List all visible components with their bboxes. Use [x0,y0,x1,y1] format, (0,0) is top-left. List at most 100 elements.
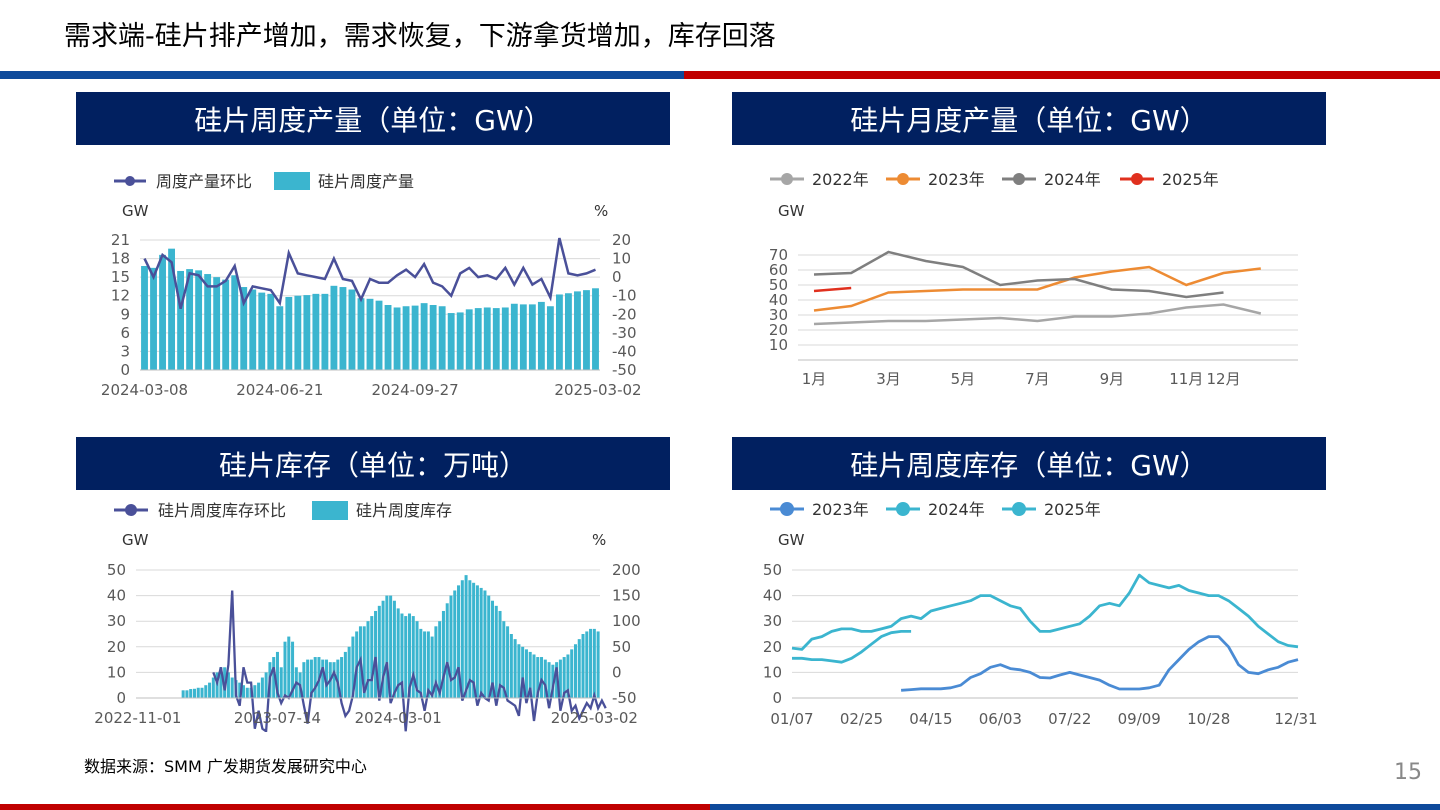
bar [465,309,473,370]
y-tick-label: 0 [120,361,130,379]
page-number: 15 [1394,760,1422,785]
bar [460,580,464,698]
y-tick-label: 10 [769,336,788,354]
y-tick-label: 0 [116,689,126,707]
series-line [813,303,1262,326]
legend-label-2023: 2023年 [812,500,869,519]
bar [339,287,347,370]
top-band-red [684,71,1440,79]
legend-label-2024: 2024年 [1044,170,1101,189]
bar [336,659,340,698]
bar [426,631,430,698]
legend-label-2025: 2025年 [1162,170,1219,189]
y-tick-label: 10 [763,663,782,681]
bar [510,303,518,370]
x-tick-label: 7月 [1025,370,1050,388]
y2-tick-label: 0 [612,663,622,681]
bar [355,631,359,698]
bar [577,639,581,698]
bar [347,646,351,698]
legend-label-2025: 2025年 [1044,500,1101,519]
bar [472,582,476,698]
y-tick-label: 10 [107,663,126,681]
bar [528,304,536,370]
bar [150,267,157,370]
bar [562,657,566,698]
x-tick-label: 3月 [876,370,901,388]
bar [260,677,264,698]
bar [546,306,554,370]
legend-label-bar: 硅片周度产量 [318,172,414,191]
bar [340,657,344,698]
bar [249,289,257,370]
y-tick-label: 50 [107,561,126,579]
bar [566,654,570,698]
y-tick-label: 20 [769,321,788,339]
legend-bar-swatch [274,172,310,190]
x-tick-label: 01/07 [770,710,813,728]
bar [411,616,415,698]
right-axis-unit: % [594,202,608,220]
legend-marker-2024 [896,502,910,516]
y-tick-label: 40 [763,587,782,605]
bar [159,254,166,370]
legend-bar-swatch [312,501,348,520]
y-tick-label: 0 [772,689,782,707]
y2-tick-label: -30 [612,324,637,342]
y-tick-label: 40 [107,587,126,605]
bar [185,690,189,698]
bar [490,600,494,698]
legend-marker-2025 [1131,173,1143,185]
bar [457,585,461,698]
bar [309,659,313,698]
bar [343,651,347,698]
bar [475,585,479,698]
legend-marker-2022 [781,173,793,185]
bar [449,595,453,698]
bar [415,621,419,698]
x-tick-label: 5月 [951,370,976,388]
bar [438,306,446,370]
x-tick-label: 2025-03-02 [551,709,638,727]
bar [257,682,261,698]
y-tick-label: 60 [769,261,788,279]
bar [226,672,230,698]
legend-label-line: 硅片周度库存环比 [158,501,286,520]
bar [543,659,547,698]
bar [540,657,544,698]
y2-tick-label: -50 [612,689,637,707]
y-tick-label: 6 [120,324,130,342]
bar [429,305,437,370]
bar [374,610,378,698]
bar [555,294,563,370]
right-axis-unit: % [592,531,606,549]
y-tick-label: 40 [769,291,788,309]
bar [192,688,196,698]
x-tick-label: 1月 [802,370,827,388]
panel-title-weekly-inventory: 硅片周度库存（单位：GW） [732,437,1326,490]
bar [258,292,266,370]
legend-marker-2025 [1012,502,1026,516]
bar [294,295,302,370]
bar [501,307,509,370]
bar [396,608,400,698]
y-tick-label: 3 [120,342,130,360]
y-tick-label: 21 [111,231,130,249]
bar [351,636,355,698]
bar [420,303,428,370]
bar [453,590,457,698]
bar [302,662,306,698]
bar [324,659,329,698]
x-tick-label: 07/22 [1048,710,1091,728]
bar [366,621,370,698]
x-tick-label: 9月 [1100,370,1125,388]
bar [366,298,374,370]
y2-tick-label: -40 [612,342,637,360]
bar [589,628,593,698]
bar [312,293,320,370]
series-line [813,286,852,293]
series-line [791,573,1299,651]
bar [400,613,404,698]
bar [498,610,502,698]
bar [377,605,381,698]
